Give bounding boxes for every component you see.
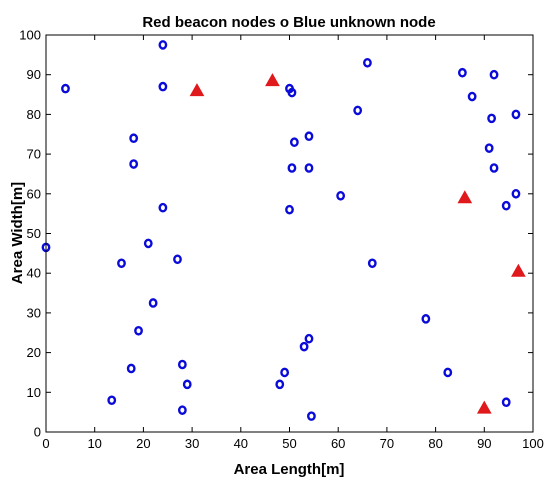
- unknown-node-marker: [511, 188, 521, 199]
- unknown-node-marker: [287, 87, 297, 98]
- unknown-node-marker: [129, 159, 139, 169]
- unknown-node-marker: [275, 379, 285, 390]
- y-tick-label: 60: [27, 186, 41, 201]
- y-tick-label: 50: [27, 226, 41, 241]
- y-tick-label: 100: [19, 28, 41, 43]
- unknown-node-marker: [457, 67, 467, 78]
- y-tick-label: 80: [27, 107, 41, 122]
- unknown-node-marker: [173, 254, 182, 265]
- unknown-node-marker: [143, 238, 153, 249]
- unknown-node-marker: [304, 163, 314, 173]
- axis-ticks: 0 10 20 30 40 50 60 70 80 90 100 0 10 20 30 40 50 60 70 80 9…: [19, 28, 544, 452]
- unknown-node-marker: [280, 367, 290, 378]
- x-tick-label: 70: [380, 436, 394, 451]
- y-tick-label: 0: [34, 425, 41, 440]
- x-tick-label: 20: [136, 436, 150, 451]
- unknown-node-marker: [289, 137, 299, 147]
- y-tick-label: 70: [27, 147, 41, 162]
- unknown-node-marker: [489, 69, 499, 80]
- unknown-node-marker: [299, 341, 309, 352]
- x-tick-label: 40: [234, 436, 248, 451]
- unknown-node-marker: [367, 258, 377, 269]
- unknown-node-marker: [443, 367, 453, 378]
- unknown-node-marker: [363, 57, 372, 68]
- unknown-node-marker: [134, 325, 143, 336]
- y-axis-label: Area Width[m]: [9, 182, 26, 284]
- unknown-node-marker: [304, 131, 314, 142]
- y-tick-label: 90: [27, 67, 41, 82]
- x-tick-label: 0: [42, 436, 49, 451]
- unknown-node-marker: [487, 113, 497, 124]
- unknown-node-marker: [148, 298, 158, 308]
- unknown-node-marker: [336, 190, 346, 201]
- unknown-node-marker: [107, 395, 117, 406]
- x-tick-label: 50: [282, 436, 296, 451]
- plot-area: [46, 35, 533, 432]
- y-tick-label: 10: [27, 385, 41, 400]
- x-tick-label: 80: [428, 436, 442, 451]
- chart-title: Red beacon nodes o Blue unknown node: [142, 14, 435, 31]
- unknown-node-marker: [421, 314, 431, 324]
- unknown-node-marker: [182, 379, 192, 390]
- unknown-node-marker: [353, 105, 363, 116]
- x-tick-label: 10: [87, 436, 101, 451]
- data-marks: [41, 40, 526, 421]
- x-tick-label: 30: [185, 436, 199, 451]
- unknown-node-marker: [158, 202, 168, 213]
- unknown-node-marker: [501, 397, 511, 408]
- unknown-node-marker: [467, 91, 477, 102]
- unknown-node-marker: [489, 163, 499, 173]
- y-tick-label: 20: [27, 345, 41, 360]
- unknown-node-marker: [287, 163, 297, 173]
- y-tick-label: 30: [27, 305, 41, 320]
- unknown-node-marker: [61, 83, 70, 94]
- x-tick-label: 60: [331, 436, 345, 451]
- unknown-node-marker: [117, 258, 126, 269]
- unknown-node-marker: [158, 81, 168, 92]
- unknown-node-marker: [304, 333, 314, 344]
- unknown-node-marker: [285, 204, 294, 215]
- unknown-node-marker: [126, 363, 136, 374]
- beacon-node-marker: [265, 73, 280, 87]
- plot-frame: [45, 34, 534, 433]
- beacon-node-marker: [189, 83, 205, 97]
- unknown-node-marker: [501, 200, 511, 211]
- unknown-node-marker: [511, 109, 521, 120]
- beacon-node-marker: [476, 400, 492, 414]
- x-axis-label: Area Length[m]: [234, 461, 345, 478]
- beacon-node-marker: [511, 263, 526, 277]
- y-tick-label: 40: [27, 266, 41, 281]
- unknown-node-marker: [158, 40, 168, 50]
- x-tick-label: 100: [522, 436, 544, 451]
- unknown-node-marker: [177, 405, 187, 415]
- x-tick-label: 90: [477, 436, 491, 451]
- unknown-node-marker: [177, 359, 187, 370]
- beacon-node-marker: [457, 190, 473, 204]
- unknown-node-marker: [129, 133, 139, 144]
- unknown-node-marker: [484, 143, 494, 153]
- unknown-node-marker: [307, 411, 316, 421]
